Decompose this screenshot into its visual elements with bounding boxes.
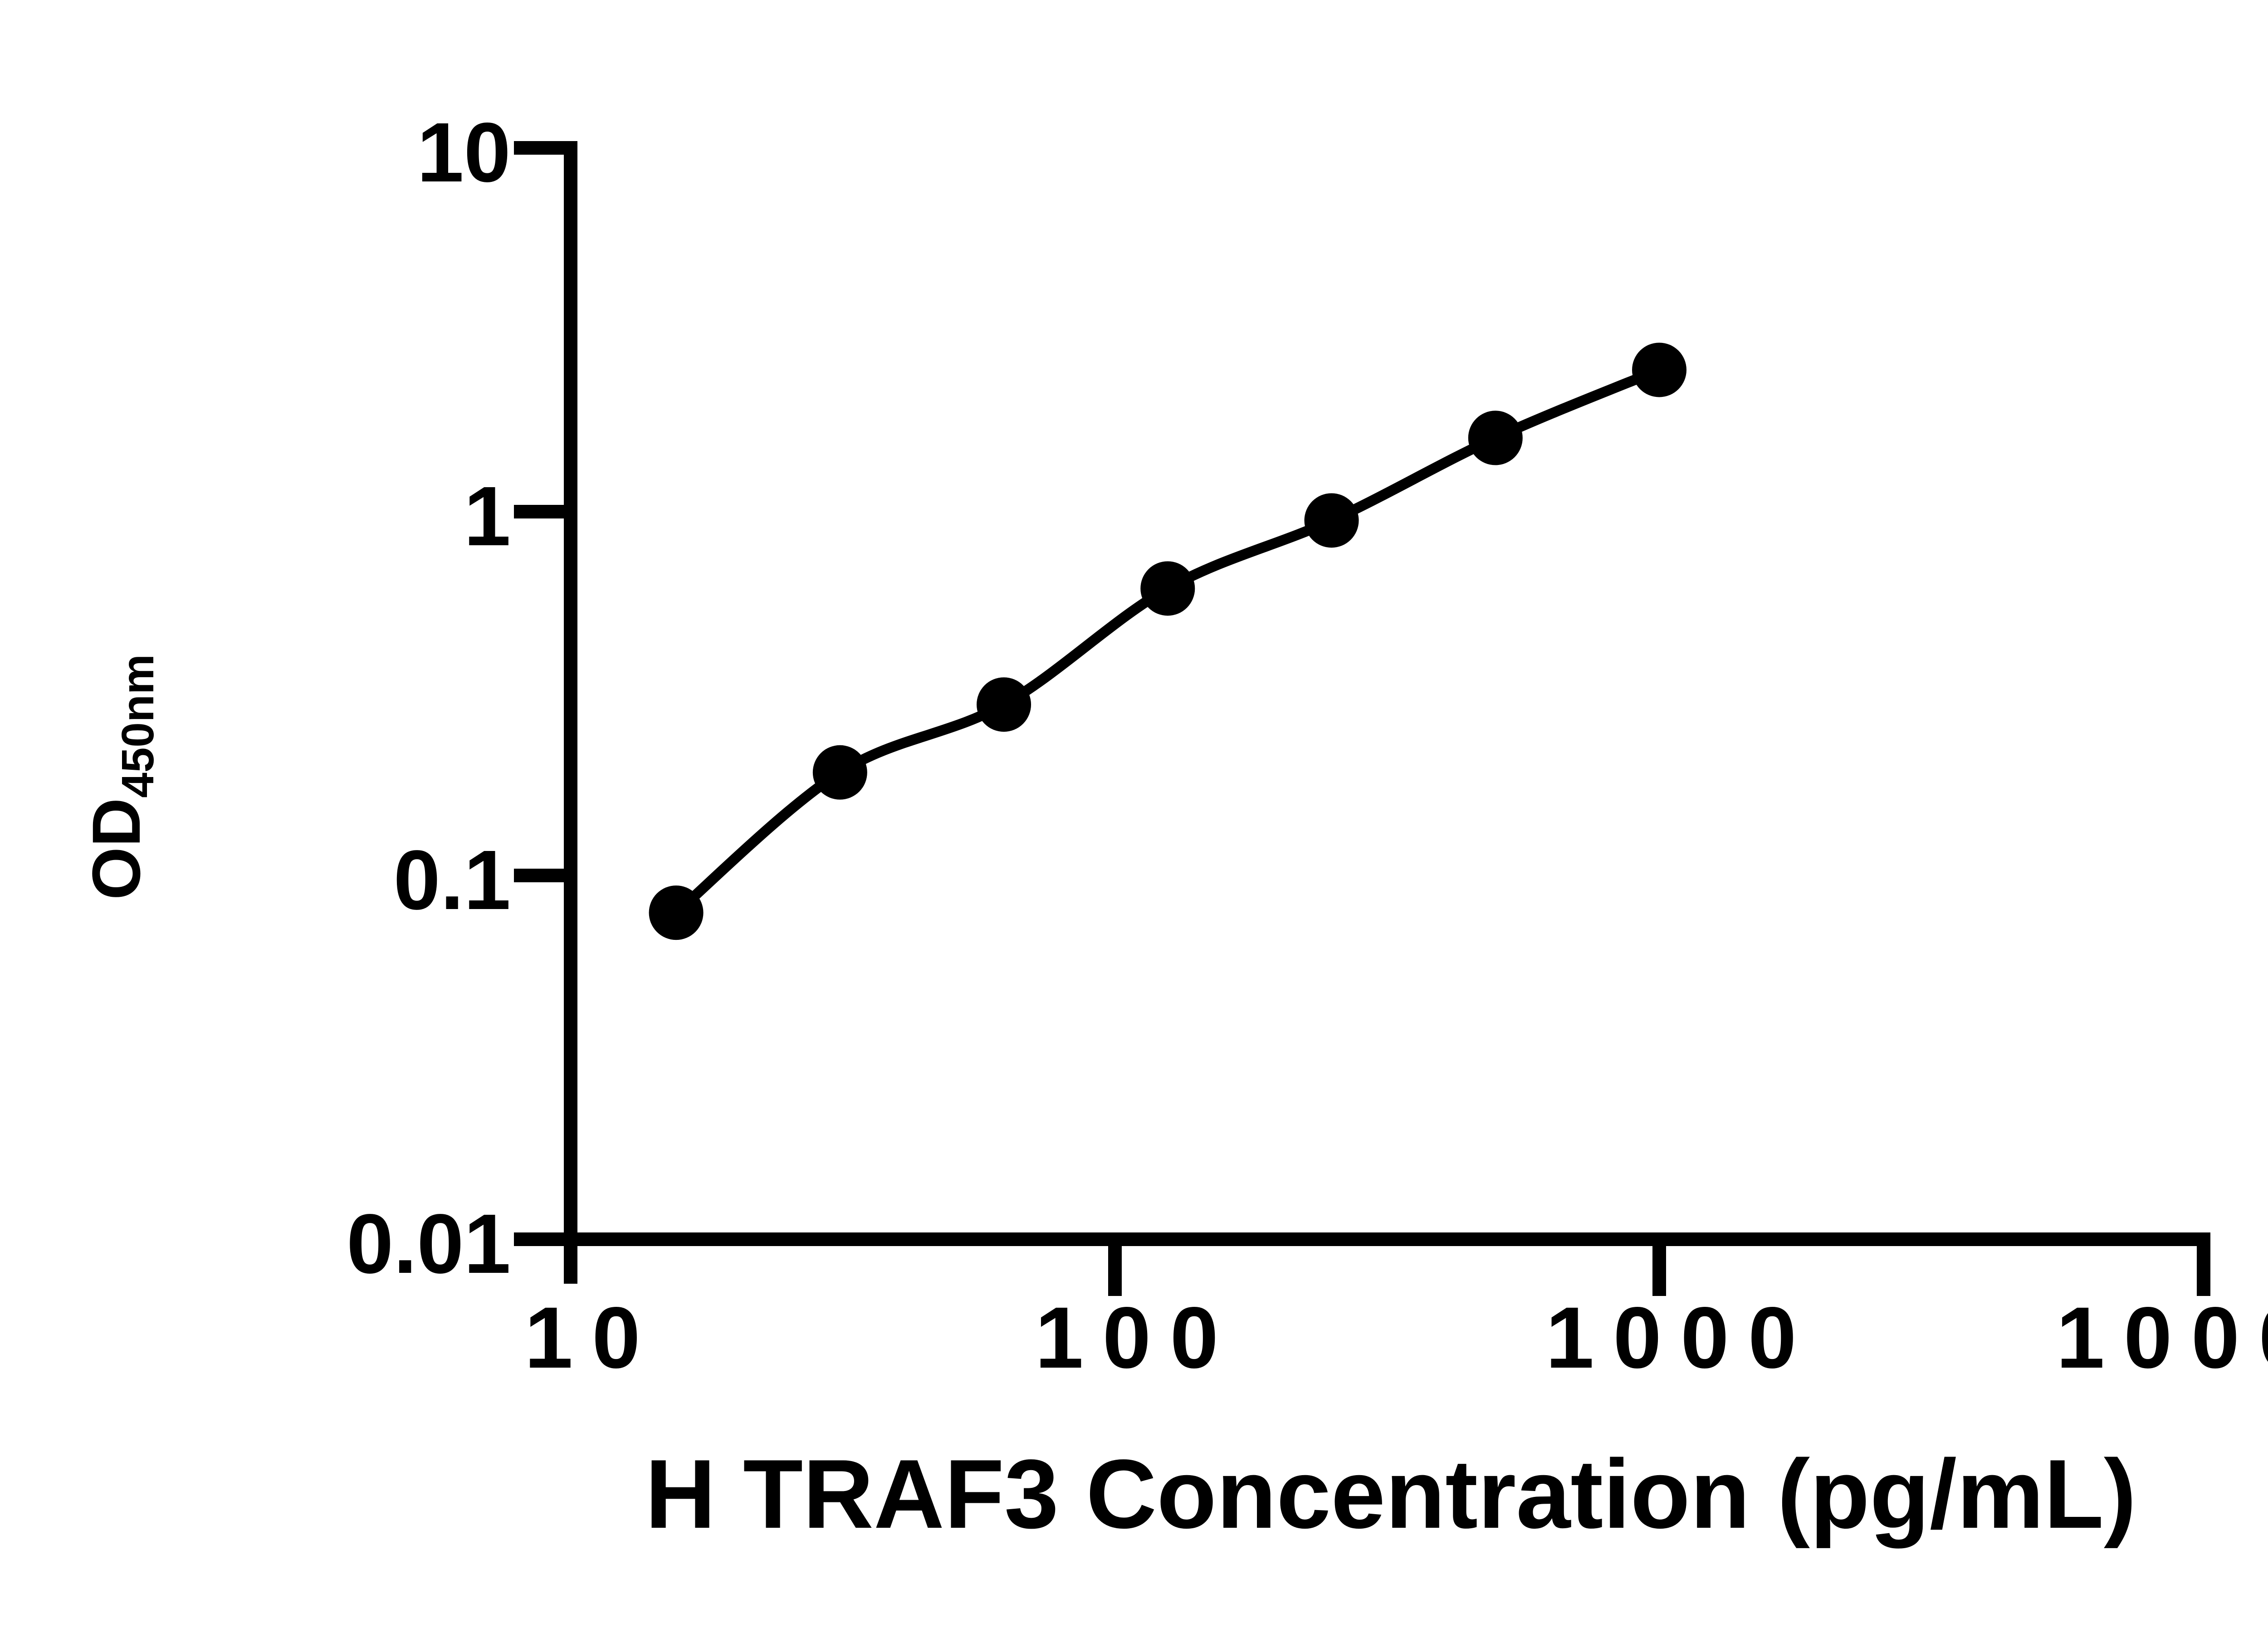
svg-text:1000: 1000 <box>1545 1289 1815 1386</box>
svg-text:10000: 10000 <box>2056 1289 2268 1386</box>
svg-text:10: 10 <box>417 106 511 200</box>
svg-text:100: 100 <box>1035 1289 1237 1386</box>
svg-text:H TRAF3 Concentration (pg/mL): H TRAF3 Concentration (pg/mL) <box>645 1439 2136 1549</box>
svg-text:10: 10 <box>524 1289 660 1386</box>
svg-text:0.1: 0.1 <box>393 833 511 927</box>
svg-text:0.01: 0.01 <box>347 1197 511 1291</box>
svg-text:1: 1 <box>464 469 511 563</box>
